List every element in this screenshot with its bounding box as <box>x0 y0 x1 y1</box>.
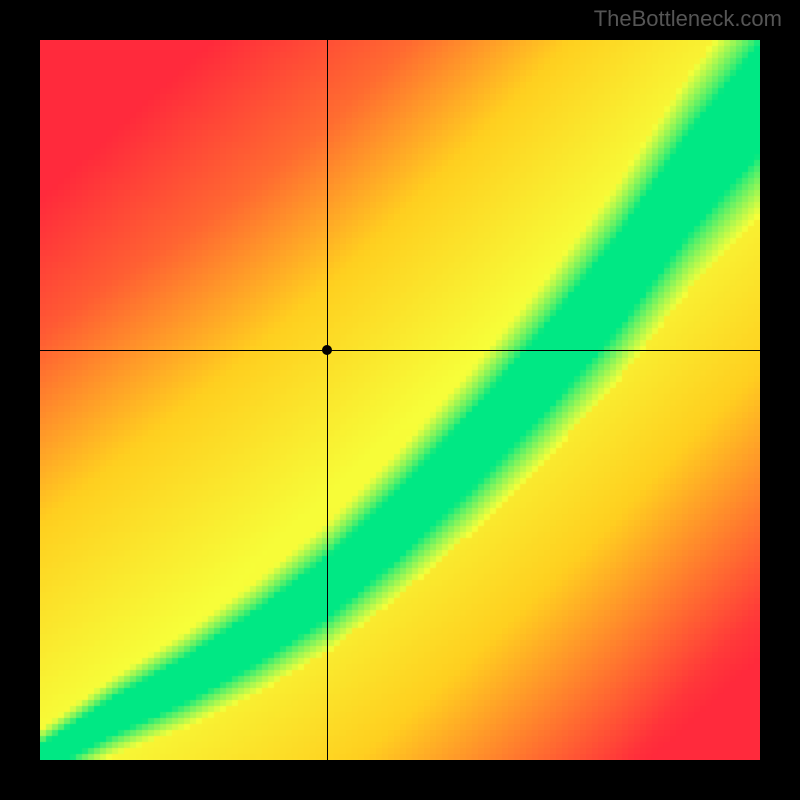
heatmap-canvas <box>40 40 760 760</box>
crosshair-vertical <box>327 40 328 760</box>
data-point-marker <box>322 345 332 355</box>
heatmap-plot-area <box>40 40 760 760</box>
watermark-text: TheBottleneck.com <box>594 6 782 32</box>
crosshair-horizontal <box>40 350 760 351</box>
